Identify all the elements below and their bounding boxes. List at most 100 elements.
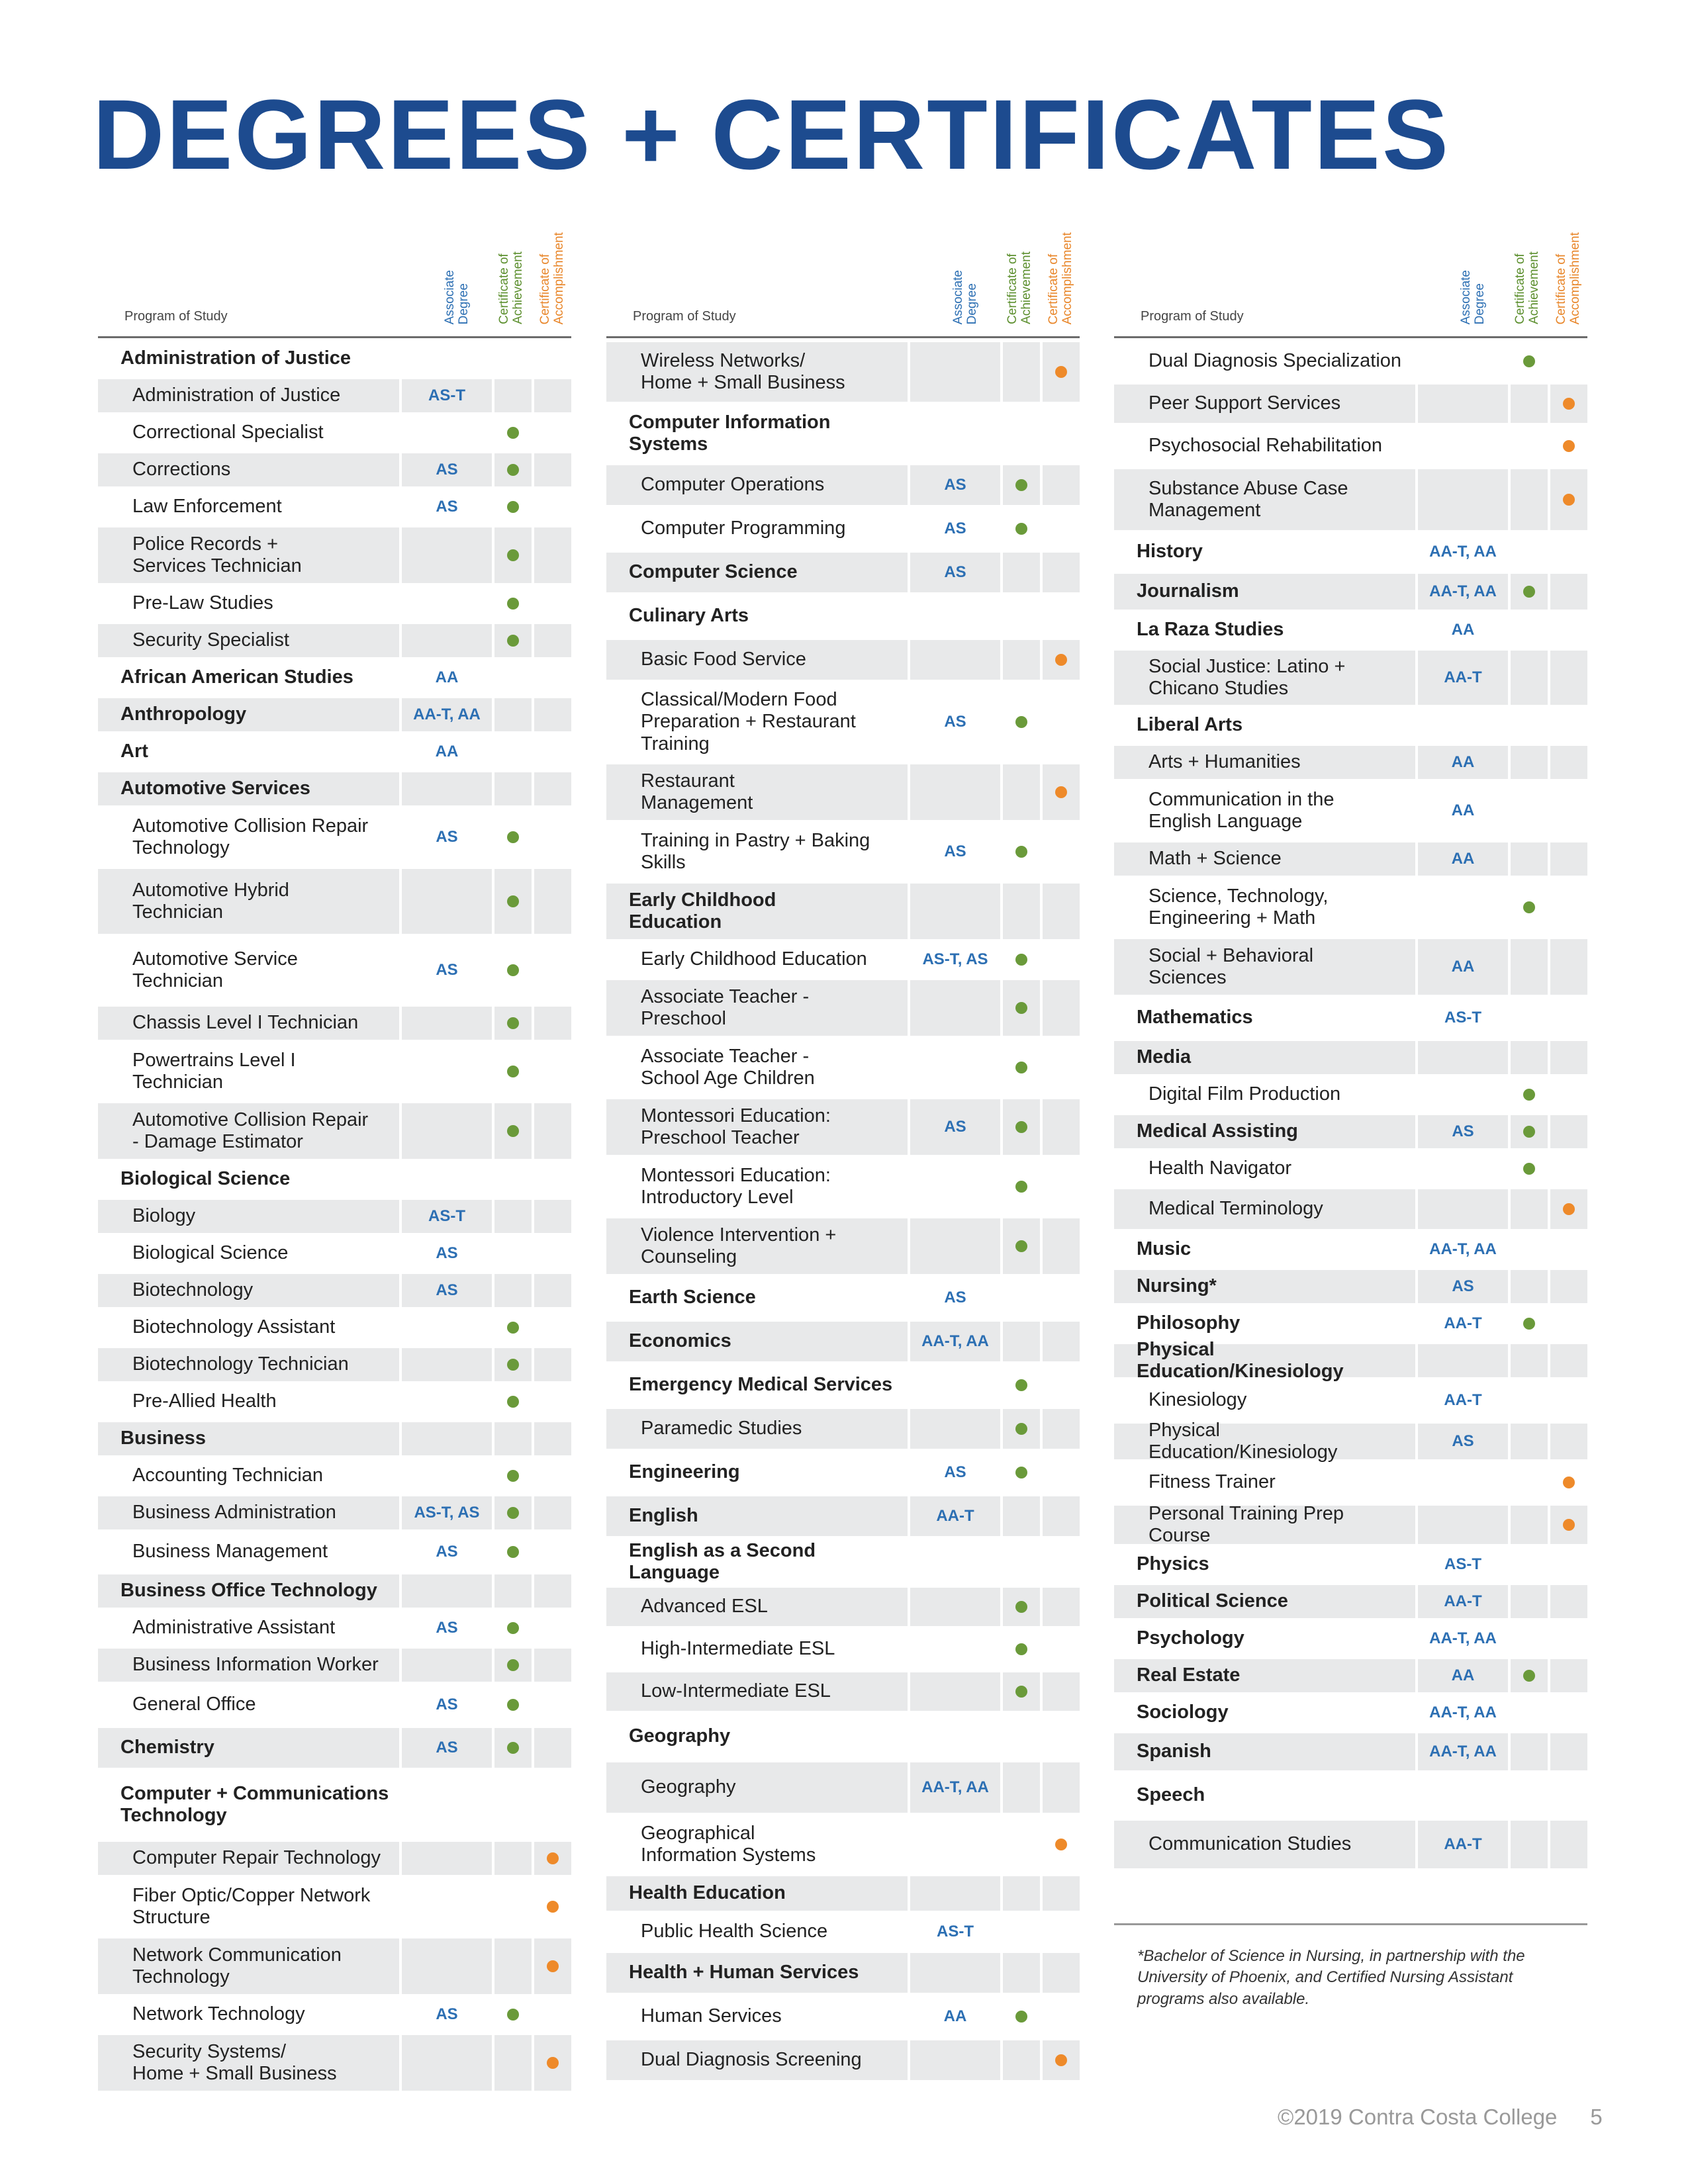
achievement-dot-icon [507, 1742, 519, 1754]
associate-degree-cell [402, 1649, 492, 1682]
program-name: English [606, 1496, 908, 1536]
achievement-cell [494, 624, 532, 657]
associate-degree-cell [910, 884, 1000, 939]
achievement-cell [1003, 1997, 1040, 2036]
program-name: Law Enforcement [132, 496, 282, 518]
achievement-cell [1511, 746, 1548, 779]
achievement-dot-icon [507, 1017, 519, 1029]
program-heading-row: Speech [1114, 1774, 1587, 1817]
program-name: Dual Diagnosis Specialization [1149, 350, 1402, 372]
accomplishment-cell [534, 1163, 571, 1196]
accomplishment-cell [534, 809, 571, 865]
program-name: Computer Information Systems [629, 411, 831, 455]
program-heading-row: Mathematics AS-T [1114, 999, 1587, 1037]
achievement-cell [1003, 1715, 1040, 1758]
achievement-dot-icon [1015, 1686, 1027, 1698]
program-row: Violence Intervention + Counseling [606, 1218, 1080, 1274]
accomplishment-cell [1043, 980, 1080, 1036]
program-row: Science, Technology, Engineering + Math [1114, 880, 1587, 935]
program-heading-row: Health + Human Services [606, 1953, 1080, 1993]
program-name: Pre-Law Studies [132, 592, 273, 614]
associate-degree-header: Associate Degree [1459, 269, 1487, 324]
achievement-cell [494, 1533, 532, 1570]
achievement-cell [494, 587, 532, 620]
program-name: Real Estate [1114, 1659, 1415, 1692]
associate-degree-cell: AS [910, 1099, 1000, 1155]
achievement-dot-icon [1523, 1089, 1535, 1101]
accomplishment-cell [1550, 1115, 1587, 1148]
program-row: Administration of Justice AS-T [98, 379, 571, 412]
program-heading-row: Spanish AA-T, AA [1114, 1733, 1587, 1770]
achievement-dot-icon [1523, 901, 1535, 913]
achievement-dot-icon [1015, 1423, 1027, 1435]
achievement-cell [1003, 1409, 1040, 1449]
achievement-cell [494, 342, 532, 375]
accomplishment-cell [1043, 1218, 1080, 1274]
associate-degree-cell [1418, 427, 1508, 465]
associate-degree-cell [402, 1311, 492, 1344]
program-name: Early Childhood Education [641, 948, 867, 970]
accomplishment-cell [1550, 1152, 1587, 1185]
achievement-cell [494, 1103, 532, 1159]
associate-degree-cell [402, 342, 492, 375]
program-name: Philosophy [1137, 1312, 1241, 1334]
program-heading-row: Computer Science AS [606, 553, 1080, 592]
achievement-cell [1003, 640, 1040, 680]
associate-degree-cell [402, 416, 492, 449]
achievement-dot-icon [507, 831, 519, 843]
associate-degree-cell [910, 596, 1000, 636]
accomplishment-cell [1043, 1630, 1080, 1668]
associate-degree-cell: AS [402, 1728, 492, 1768]
accomplishment-cell [1550, 1381, 1587, 1420]
program-name: Digital Film Production [1149, 1083, 1341, 1105]
achievement-cell [1511, 1115, 1548, 1148]
program-heading-row: Business Office Technology [98, 1574, 571, 1608]
achievement-dot-icon [1523, 1318, 1535, 1330]
program-row: Associate Teacher - School Age Children [606, 1040, 1080, 1095]
achievement-cell [1511, 999, 1548, 1037]
accomplishment-dot-icon [547, 2057, 559, 2069]
achievement-cell [494, 1879, 532, 1934]
achievement-cell [494, 809, 532, 865]
associate-degree-cell [402, 1459, 492, 1492]
accomplishment-cell [1550, 1774, 1587, 1817]
achievement-dot-icon [1523, 1126, 1535, 1138]
achievement-cell [1003, 943, 1040, 976]
program-heading-row: Liberal Arts [1114, 709, 1587, 742]
accomplishment-cell [534, 1728, 571, 1768]
program-name: Administration of Justice [98, 379, 399, 412]
achievement-dot-icon [507, 895, 519, 907]
program-row: Advanced ESL [606, 1588, 1080, 1626]
accomplishment-cell [1043, 465, 1080, 505]
associate-degree-cell [402, 869, 492, 934]
program-heading-row: La Raza Studies AA [1114, 614, 1587, 647]
column-header: Program of Study Associate Degree Certif… [606, 218, 1080, 338]
associate-degree-cell: AA-T [1444, 1314, 1482, 1332]
achievement-cell [494, 1422, 532, 1455]
achievement-dot-icon [1523, 1163, 1535, 1175]
page-title: DEGREES + CERTIFICATES [93, 79, 1451, 190]
associate-degree-cell [1418, 1463, 1508, 1502]
achievement-cell [1003, 1453, 1040, 1492]
achievement-cell [494, 1200, 532, 1233]
associate-degree-cell [910, 1159, 1000, 1214]
associate-degree-cell [402, 587, 492, 620]
program-row: Arts + Humanities AA [1114, 746, 1587, 779]
program-name: Earth Science [629, 1287, 756, 1308]
associate-degree-cell: AA [435, 743, 459, 760]
achievement-cell [1511, 574, 1548, 610]
program-name: Geography [629, 1725, 731, 1747]
program-name: Biotechnology Technician [98, 1348, 399, 1381]
program-name: General Office [132, 1694, 256, 1715]
accomplishment-dot-icon [1563, 1477, 1575, 1488]
achievement-cell [494, 1163, 532, 1196]
accomplishment-cell [1043, 1322, 1080, 1361]
associate-degree-cell [402, 1422, 492, 1455]
achievement-cell [1003, 1953, 1040, 1993]
achievement-dot-icon [1015, 479, 1027, 491]
program-row: Network Technology AS [98, 1998, 571, 2031]
accomplishment-cell [534, 1533, 571, 1570]
page-number: 5 [1590, 2105, 1603, 2129]
program-heading-row: Physical Education/Kinesiology [1114, 1339, 1587, 1382]
accomplishment-cell [534, 1385, 571, 1418]
